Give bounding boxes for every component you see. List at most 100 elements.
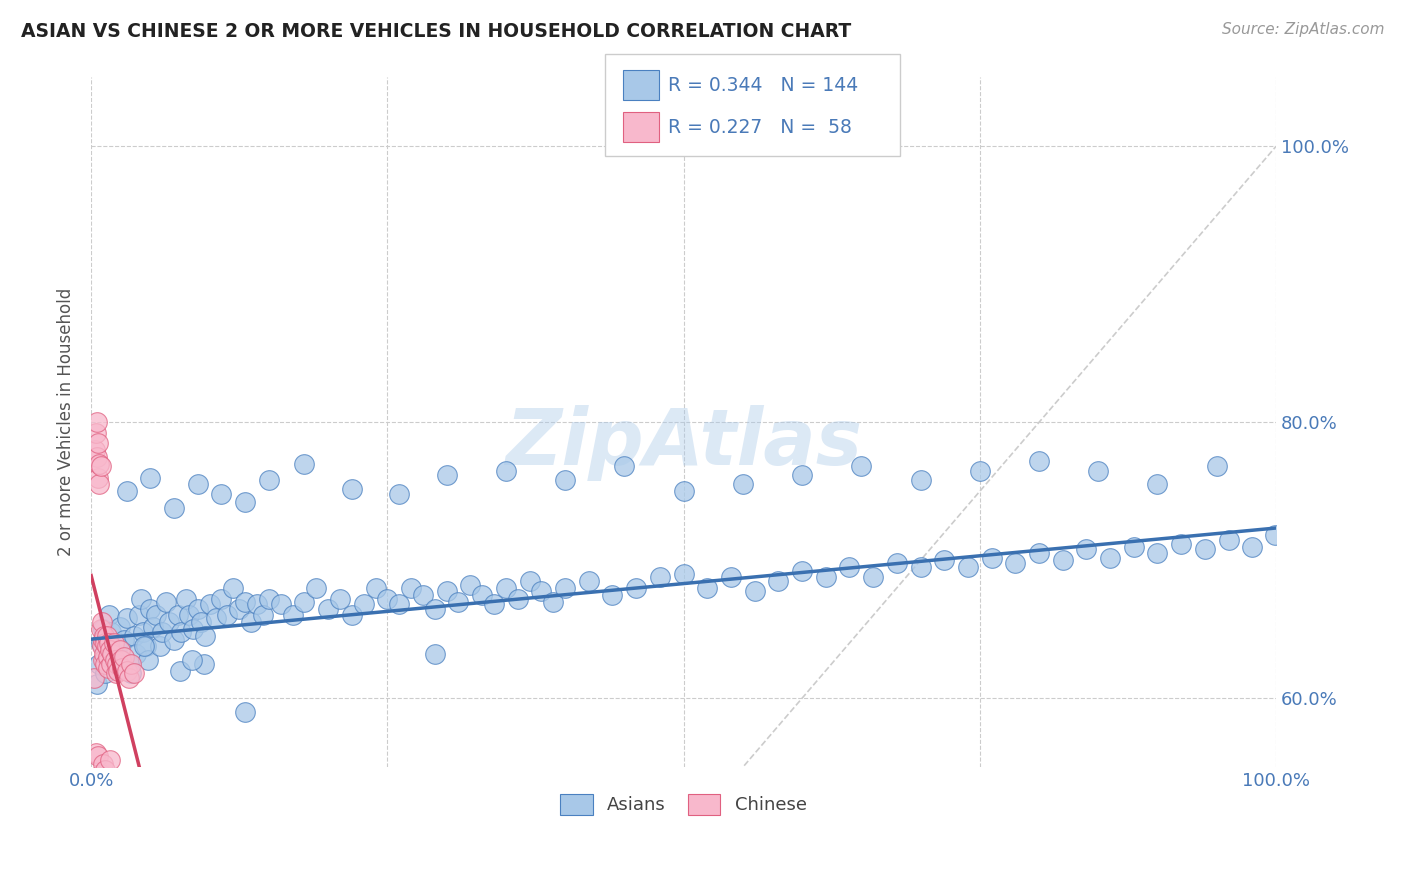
Point xyxy=(578,574,600,588)
Point xyxy=(388,598,411,612)
Point xyxy=(222,581,245,595)
Point xyxy=(720,570,742,584)
Point xyxy=(97,661,120,675)
Point xyxy=(1099,550,1122,565)
Point xyxy=(495,464,517,478)
Point xyxy=(1170,537,1192,551)
Point xyxy=(108,619,131,633)
Point xyxy=(240,615,263,630)
Point xyxy=(112,649,135,664)
Point xyxy=(233,595,256,609)
Point xyxy=(139,601,162,615)
Point xyxy=(90,639,112,653)
Point xyxy=(217,608,239,623)
Point xyxy=(458,578,481,592)
Point xyxy=(120,666,142,681)
Point xyxy=(624,581,647,595)
Point xyxy=(294,595,316,609)
Point xyxy=(108,643,131,657)
Point xyxy=(423,647,446,661)
Point xyxy=(233,705,256,719)
Point xyxy=(1028,454,1050,468)
Point xyxy=(862,570,884,584)
Point xyxy=(155,595,177,609)
Point xyxy=(294,457,316,471)
Point xyxy=(270,598,292,612)
Point xyxy=(246,598,269,612)
Point xyxy=(910,560,932,574)
Point xyxy=(506,591,529,606)
Point xyxy=(90,636,112,650)
Point xyxy=(129,591,152,606)
Point xyxy=(93,629,115,643)
Text: R = 0.344   N = 144: R = 0.344 N = 144 xyxy=(668,76,858,95)
Point xyxy=(495,581,517,595)
Point xyxy=(257,473,280,487)
Point xyxy=(97,647,120,661)
Point xyxy=(211,591,233,606)
Point xyxy=(87,749,110,764)
Point xyxy=(86,677,108,691)
Point xyxy=(624,822,647,837)
Legend: Asians, Chinese: Asians, Chinese xyxy=(551,785,815,824)
Point xyxy=(180,653,202,667)
Point xyxy=(98,753,121,767)
Point xyxy=(91,633,114,648)
Point xyxy=(96,639,118,653)
Point xyxy=(107,664,129,678)
Point xyxy=(447,595,470,609)
Point xyxy=(110,653,132,667)
Point xyxy=(790,467,813,482)
Point xyxy=(814,570,837,584)
Point xyxy=(436,467,458,482)
Point xyxy=(1241,540,1264,554)
Point xyxy=(91,757,114,772)
Point xyxy=(169,664,191,678)
Point xyxy=(142,619,165,633)
Point xyxy=(97,649,120,664)
Point xyxy=(84,426,107,441)
Text: R = 0.227   N =  58: R = 0.227 N = 58 xyxy=(668,118,852,137)
Point xyxy=(934,553,956,567)
Point xyxy=(115,484,138,499)
Point xyxy=(89,457,111,471)
Point xyxy=(281,608,304,623)
Point xyxy=(886,556,908,570)
Point xyxy=(956,560,979,574)
Point xyxy=(554,473,576,487)
Point xyxy=(94,657,117,671)
Point xyxy=(104,661,127,675)
Point xyxy=(969,464,991,478)
Point xyxy=(149,639,172,653)
Point xyxy=(233,495,256,509)
Point xyxy=(97,636,120,650)
Point xyxy=(1205,459,1227,474)
Point xyxy=(89,477,111,491)
Point xyxy=(1146,546,1168,560)
Point xyxy=(105,657,128,671)
Point xyxy=(316,601,339,615)
Point xyxy=(602,588,624,602)
Point xyxy=(530,583,553,598)
Point xyxy=(311,829,333,843)
Point xyxy=(170,625,193,640)
Point xyxy=(388,487,411,501)
Point xyxy=(90,767,112,781)
Point xyxy=(166,608,188,623)
Point xyxy=(90,459,112,474)
Point xyxy=(1087,464,1109,478)
Point xyxy=(128,608,150,623)
Point xyxy=(187,477,209,491)
Point xyxy=(211,487,233,501)
Point xyxy=(104,653,127,667)
Point xyxy=(174,591,197,606)
Point xyxy=(471,588,494,602)
Point xyxy=(648,570,671,584)
Point xyxy=(91,622,114,636)
Point xyxy=(105,639,128,653)
Point xyxy=(94,636,117,650)
Point xyxy=(163,633,186,648)
Point xyxy=(1004,556,1026,570)
Point xyxy=(163,500,186,515)
Point xyxy=(89,657,111,671)
